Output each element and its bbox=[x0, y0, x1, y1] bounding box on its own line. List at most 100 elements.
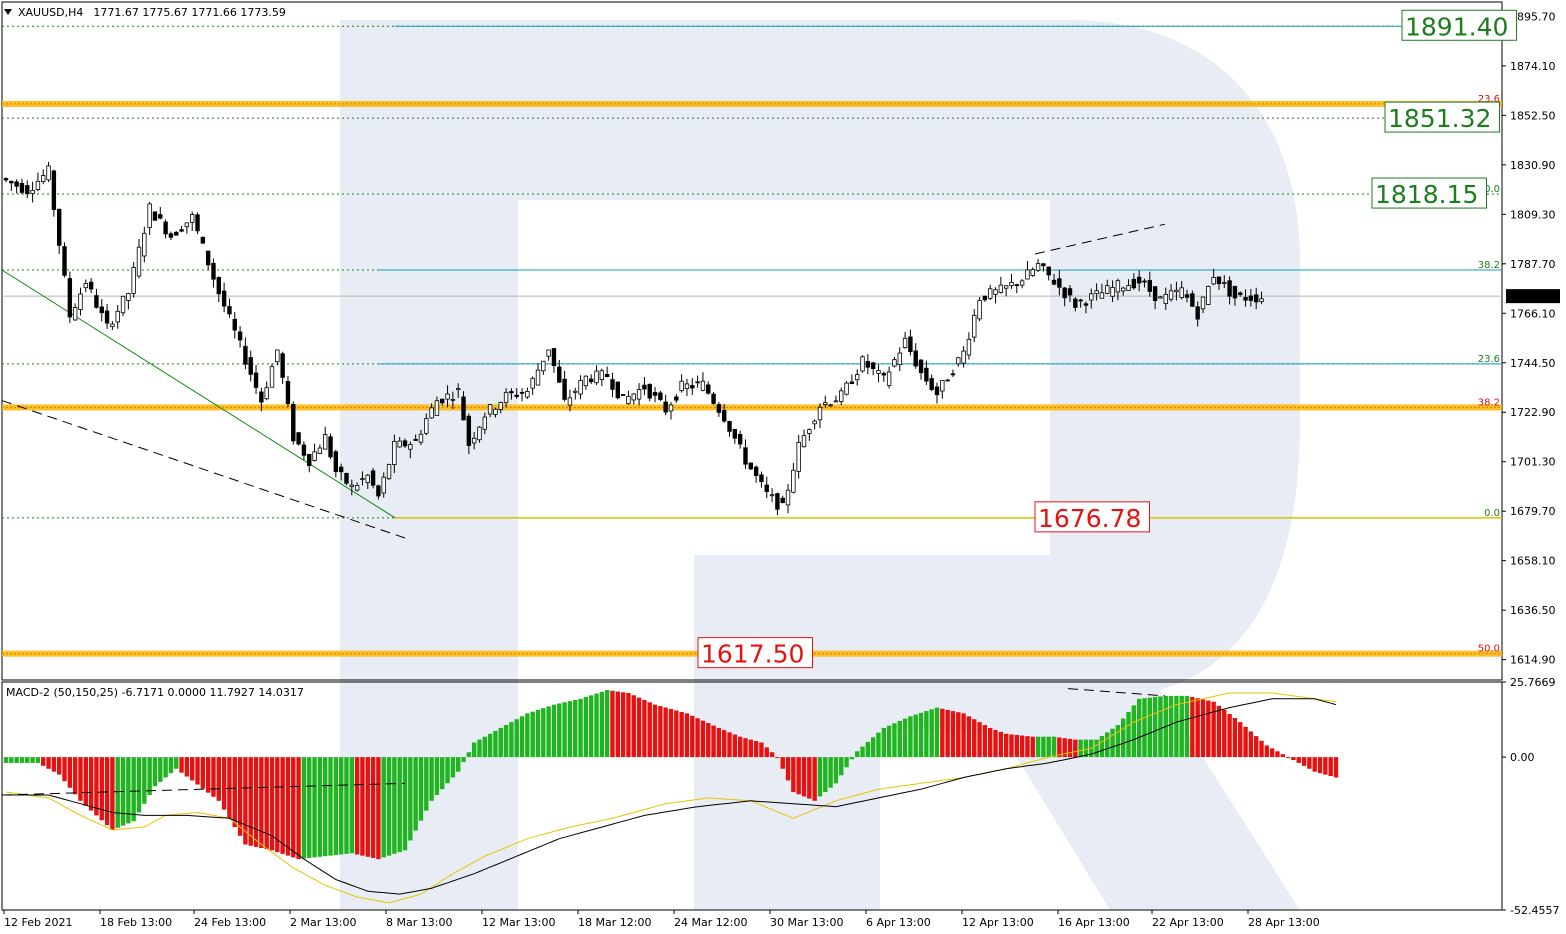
candle-body bbox=[1248, 295, 1254, 301]
candle-body bbox=[812, 420, 817, 425]
macd-hist-bar bbox=[216, 757, 221, 801]
macd-hist-bar bbox=[567, 701, 573, 758]
price-tick-label: 1787.70 bbox=[1510, 258, 1556, 271]
candle-body bbox=[1147, 279, 1152, 292]
candle-body bbox=[562, 378, 567, 400]
candle-body bbox=[269, 366, 275, 388]
macd-hist-bar bbox=[870, 737, 876, 758]
macd-hist-bar bbox=[1174, 695, 1179, 758]
macd-hist-bar bbox=[323, 757, 328, 857]
macd-hist-bar bbox=[706, 723, 711, 758]
price-level-label: 1818.15 bbox=[1375, 180, 1478, 209]
candle-body bbox=[642, 384, 647, 390]
dropdown-triangle-icon[interactable] bbox=[4, 9, 12, 15]
fib-level-label: 50.0 bbox=[1478, 184, 1500, 195]
macd-hist-bar bbox=[541, 708, 546, 758]
candle-body bbox=[573, 390, 578, 393]
macd-hist-bar bbox=[253, 757, 259, 847]
price-level-box bbox=[1371, 177, 1487, 209]
macd-hist-bar bbox=[892, 723, 897, 758]
macd-hist-bar bbox=[658, 706, 663, 758]
macd-tick-label: 0.00 bbox=[1510, 751, 1535, 764]
candle-body bbox=[296, 432, 301, 445]
macd-hist-bar bbox=[1291, 757, 1296, 761]
macd-hist-bar bbox=[535, 709, 541, 758]
macd-hist-bar bbox=[668, 709, 674, 758]
candle-body bbox=[78, 293, 83, 310]
time-tick-label: 8 Mar 13:00 bbox=[386, 916, 452, 929]
macd-hist-bar bbox=[727, 732, 732, 758]
macd-hist-bar bbox=[1195, 698, 1200, 758]
macd-hist-bar bbox=[716, 727, 722, 758]
macd-hist-bar bbox=[307, 757, 312, 858]
candle-body bbox=[126, 293, 131, 301]
macd-hist-bar bbox=[817, 757, 823, 797]
candle-body bbox=[1019, 280, 1025, 286]
candle-body bbox=[179, 229, 184, 232]
time-tick-label: 6 Apr 13:00 bbox=[866, 916, 931, 929]
macd-hist-bar bbox=[839, 757, 844, 776]
candle-body bbox=[360, 478, 365, 480]
candle-body bbox=[684, 383, 690, 389]
candle-body bbox=[1152, 286, 1158, 301]
macd-hist-bar bbox=[78, 757, 83, 801]
candle-body bbox=[870, 362, 876, 369]
candle-body bbox=[1243, 296, 1248, 301]
macd-hist-bar bbox=[41, 757, 46, 766]
macd-hist-bar bbox=[1152, 697, 1158, 758]
time-tick-label: 2 Mar 13:00 bbox=[290, 916, 356, 929]
macd-hist-bar bbox=[317, 757, 323, 857]
candle-body bbox=[732, 429, 738, 439]
candle-body bbox=[1200, 296, 1206, 310]
macd-hist-bar bbox=[1312, 757, 1317, 772]
candle-body bbox=[1083, 303, 1089, 306]
macd-hist-bar bbox=[1259, 740, 1264, 758]
trend-line-down bbox=[1, 269, 396, 519]
candle-body bbox=[67, 278, 73, 318]
candle-body bbox=[152, 211, 158, 221]
candle-body bbox=[104, 310, 110, 324]
price-tick-label: 1830.90 bbox=[1510, 159, 1556, 172]
candle-body bbox=[1190, 293, 1195, 307]
macd-hist-bar bbox=[466, 752, 472, 758]
macd-hist-bar bbox=[764, 747, 769, 758]
macd-hist-bar bbox=[503, 725, 509, 758]
macd-tick-label: -52.4557 bbox=[1510, 904, 1559, 917]
candle-body bbox=[1131, 278, 1137, 289]
macd-hist-bar bbox=[163, 757, 168, 778]
macd-hist-bar bbox=[471, 742, 477, 758]
macd-hist-bar bbox=[57, 757, 62, 775]
candle-body bbox=[828, 404, 833, 407]
macd-hist-bar bbox=[769, 752, 775, 758]
time-tick-label: 30 Mar 13:00 bbox=[770, 916, 843, 929]
candle-body bbox=[690, 385, 695, 389]
macd-hist-bar bbox=[711, 725, 716, 758]
macd-hist-bar bbox=[647, 702, 652, 758]
candle-body bbox=[626, 395, 631, 405]
macd-hist-bar bbox=[259, 757, 264, 849]
candle-body bbox=[1174, 289, 1179, 293]
macd-hist-bar bbox=[365, 757, 370, 857]
macd-hist-bar bbox=[913, 714, 918, 758]
macd-hist-bar bbox=[1131, 705, 1137, 758]
candle-body bbox=[99, 306, 104, 314]
candle-body bbox=[1179, 287, 1184, 298]
symbol-label: XAUUSD,H4 bbox=[18, 5, 84, 19]
candle-body bbox=[658, 392, 663, 400]
macd-hist-bar bbox=[583, 697, 589, 758]
candle-body bbox=[727, 421, 732, 432]
candle-body bbox=[221, 290, 227, 307]
chart-header: XAUUSD,H4 1771.67 1775.67 1771.66 1773.5… bbox=[4, 4, 286, 20]
candle-body bbox=[264, 387, 269, 400]
candle-body bbox=[1126, 285, 1131, 291]
candle-body bbox=[445, 393, 450, 400]
candle-body bbox=[1057, 278, 1062, 288]
macd-hist-bar bbox=[3, 757, 9, 763]
candle-body bbox=[956, 357, 961, 365]
candle-body bbox=[285, 381, 291, 404]
macd-hist-bar bbox=[349, 757, 354, 854]
candle-body bbox=[41, 175, 46, 182]
macd-hist-bar bbox=[35, 757, 41, 763]
macd-hist-bar bbox=[1046, 736, 1051, 758]
